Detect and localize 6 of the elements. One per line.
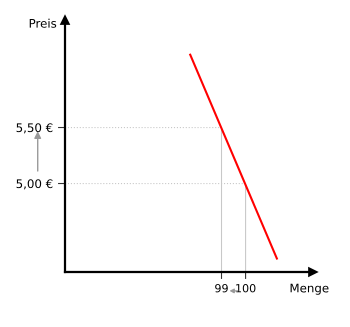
y-axis-title: Preis <box>30 18 56 28</box>
x-tick-label: 99 <box>215 284 228 292</box>
x-tick-label: 100 <box>236 284 256 292</box>
x-axis-title: Menge <box>290 284 328 295</box>
y-tick-label: 5,00 € <box>16 179 52 190</box>
y-tick-label: 5,50 € <box>16 123 52 134</box>
